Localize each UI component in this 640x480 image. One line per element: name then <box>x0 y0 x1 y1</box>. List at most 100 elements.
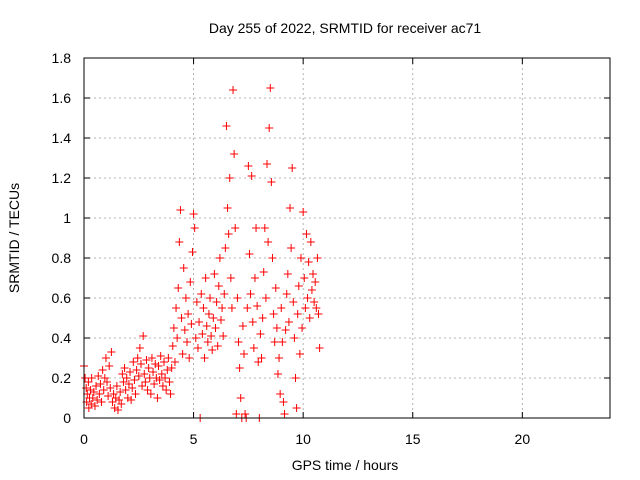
data-point <box>280 410 289 418</box>
data-point <box>212 298 221 306</box>
data-point <box>265 124 274 132</box>
data-point <box>229 86 238 94</box>
data-point <box>279 398 288 406</box>
data-point <box>84 378 93 386</box>
data-point <box>165 378 174 386</box>
data-point <box>108 398 117 406</box>
data-point <box>288 164 297 172</box>
y-tick-label: 0.2 <box>52 370 72 386</box>
data-point <box>139 332 148 340</box>
data-point <box>142 356 151 364</box>
data-point <box>239 350 248 358</box>
data-point <box>140 370 149 378</box>
data-point <box>104 392 113 400</box>
data-point <box>110 404 119 412</box>
y-tick-label: 0.8 <box>52 250 72 266</box>
data-point <box>184 310 193 318</box>
data-point <box>252 224 261 232</box>
data-point <box>233 294 242 302</box>
data-point <box>256 330 265 338</box>
data-point <box>253 302 262 310</box>
data-point <box>87 374 96 382</box>
x-tick-label: 0 <box>80 431 88 447</box>
data-point <box>277 304 286 312</box>
data-point <box>195 318 204 326</box>
data-point <box>293 310 302 318</box>
y-tick-label: 1.2 <box>52 170 72 186</box>
data-point <box>249 344 258 352</box>
data-point <box>307 286 316 294</box>
data-point <box>88 394 97 402</box>
data-point <box>224 230 233 238</box>
data-point <box>276 390 285 398</box>
data-point <box>166 390 175 398</box>
data-point <box>203 338 212 346</box>
data-point <box>287 244 296 252</box>
data-point <box>144 364 153 372</box>
data-point <box>138 382 147 390</box>
data-point <box>130 376 139 384</box>
data-point <box>175 238 184 246</box>
data-point <box>177 314 186 322</box>
y-tick-label: 1.8 <box>52 50 72 66</box>
data-point <box>266 84 275 92</box>
data-point <box>220 290 229 298</box>
data-point <box>159 358 168 366</box>
data-point <box>98 366 107 374</box>
data-point <box>230 150 239 158</box>
data-point <box>208 346 217 354</box>
data-point <box>291 374 300 382</box>
y-tick-label: 0.6 <box>52 290 72 306</box>
y-axis-label: SRMTID / TECUs <box>6 183 22 293</box>
data-point <box>299 208 308 216</box>
data-point <box>248 318 257 326</box>
data-point <box>209 314 218 322</box>
data-point <box>243 304 252 312</box>
data-point <box>180 326 189 334</box>
data-point <box>261 294 270 302</box>
data-point <box>90 402 99 410</box>
data-point <box>143 386 152 394</box>
data-point <box>202 322 211 330</box>
data-point <box>286 204 295 212</box>
data-point <box>172 304 181 312</box>
data-point <box>154 362 163 370</box>
data-point <box>258 314 267 322</box>
data-point <box>191 334 200 342</box>
data-point <box>298 324 307 332</box>
data-point <box>313 254 322 262</box>
data-point <box>300 274 309 282</box>
data-point <box>96 380 105 388</box>
data-point <box>135 344 144 352</box>
x-tick-label: 10 <box>295 431 311 447</box>
data-point <box>149 368 158 376</box>
data-point <box>147 354 156 362</box>
chart-title: Day 255 of 2022, SRMTID for receiver ac7… <box>209 20 482 36</box>
data-point <box>124 380 133 388</box>
data-points <box>80 84 324 422</box>
data-point <box>312 304 321 312</box>
data-point <box>168 342 177 350</box>
data-point <box>215 254 224 262</box>
data-point <box>163 366 172 374</box>
data-point <box>292 404 301 412</box>
data-point <box>101 354 110 362</box>
data-point <box>118 370 127 378</box>
data-point <box>315 344 324 352</box>
data-point <box>250 274 259 282</box>
data-point <box>97 398 106 406</box>
data-point <box>309 270 318 278</box>
data-point <box>254 358 263 366</box>
data-point <box>281 326 290 334</box>
data-point <box>227 304 236 312</box>
data-point <box>235 364 244 372</box>
data-point <box>290 334 299 342</box>
data-point <box>259 268 268 276</box>
data-point <box>156 352 165 360</box>
data-point <box>122 374 131 382</box>
data-point <box>116 388 125 396</box>
data-point <box>93 396 102 404</box>
data-point <box>204 310 213 318</box>
y-tick-label: 1 <box>63 210 71 226</box>
data-point <box>223 204 232 212</box>
